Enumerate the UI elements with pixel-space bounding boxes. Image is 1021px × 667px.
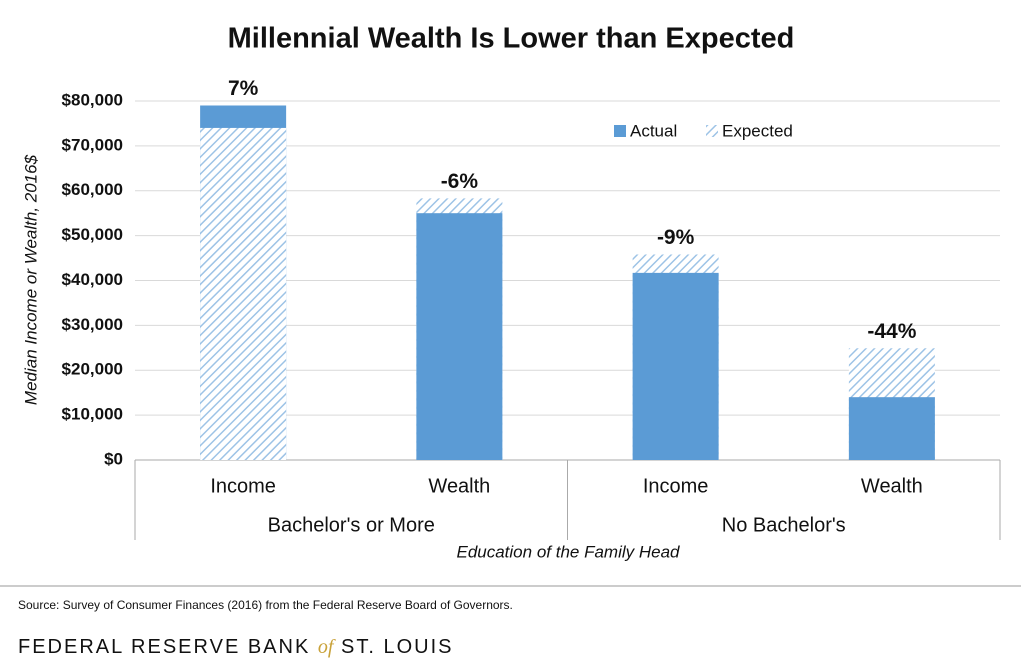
source-note: Source: Survey of Consumer Finances (201… bbox=[18, 598, 513, 612]
y-tick-label: $70,000 bbox=[62, 135, 123, 154]
bar-annotation: -6% bbox=[441, 170, 479, 193]
x-axis-label: Education of the Family Head bbox=[456, 542, 680, 561]
bar bbox=[416, 213, 503, 460]
bar-annotation: -9% bbox=[657, 226, 695, 249]
group-label: No Bachelor's bbox=[722, 514, 846, 536]
x-tick-label: Income bbox=[643, 475, 709, 497]
y-tick-label: $50,000 bbox=[62, 225, 123, 244]
bar bbox=[632, 272, 719, 460]
bar-annotation: -44% bbox=[867, 320, 916, 343]
brand: FEDERAL RESERVE BANK of ST. LOUIS bbox=[18, 636, 453, 659]
bar bbox=[848, 397, 935, 460]
group-label: Bachelor's or More bbox=[268, 514, 435, 536]
y-tick-label: $30,000 bbox=[62, 315, 123, 334]
y-axis-label: Median Income or Wealth, 2016$ bbox=[21, 154, 40, 405]
bar bbox=[200, 127, 287, 461]
y-tick-label: $40,000 bbox=[62, 270, 123, 289]
brand-part: of bbox=[318, 636, 336, 658]
brand-part: FEDERAL RESERVE BANK bbox=[18, 636, 310, 658]
legend-label: Expected bbox=[722, 121, 793, 140]
y-tick-label: $0 bbox=[104, 449, 123, 468]
y-tick-label: $10,000 bbox=[62, 405, 123, 424]
legend-label: Actual bbox=[630, 121, 677, 140]
legend-swatch bbox=[614, 125, 626, 137]
y-tick-label: $80,000 bbox=[62, 90, 123, 109]
y-tick-label: $60,000 bbox=[62, 180, 123, 199]
y-tick-label: $20,000 bbox=[62, 360, 123, 379]
x-tick-label: Income bbox=[210, 475, 276, 497]
x-tick-label: Wealth bbox=[428, 475, 490, 497]
chart-title: Millennial Wealth Is Lower than Expected bbox=[228, 23, 795, 55]
bar-annotation: 7% bbox=[228, 77, 259, 100]
x-tick-label: Wealth bbox=[861, 475, 923, 497]
brand-part: ST. LOUIS bbox=[341, 636, 453, 658]
legend-swatch bbox=[706, 125, 718, 137]
